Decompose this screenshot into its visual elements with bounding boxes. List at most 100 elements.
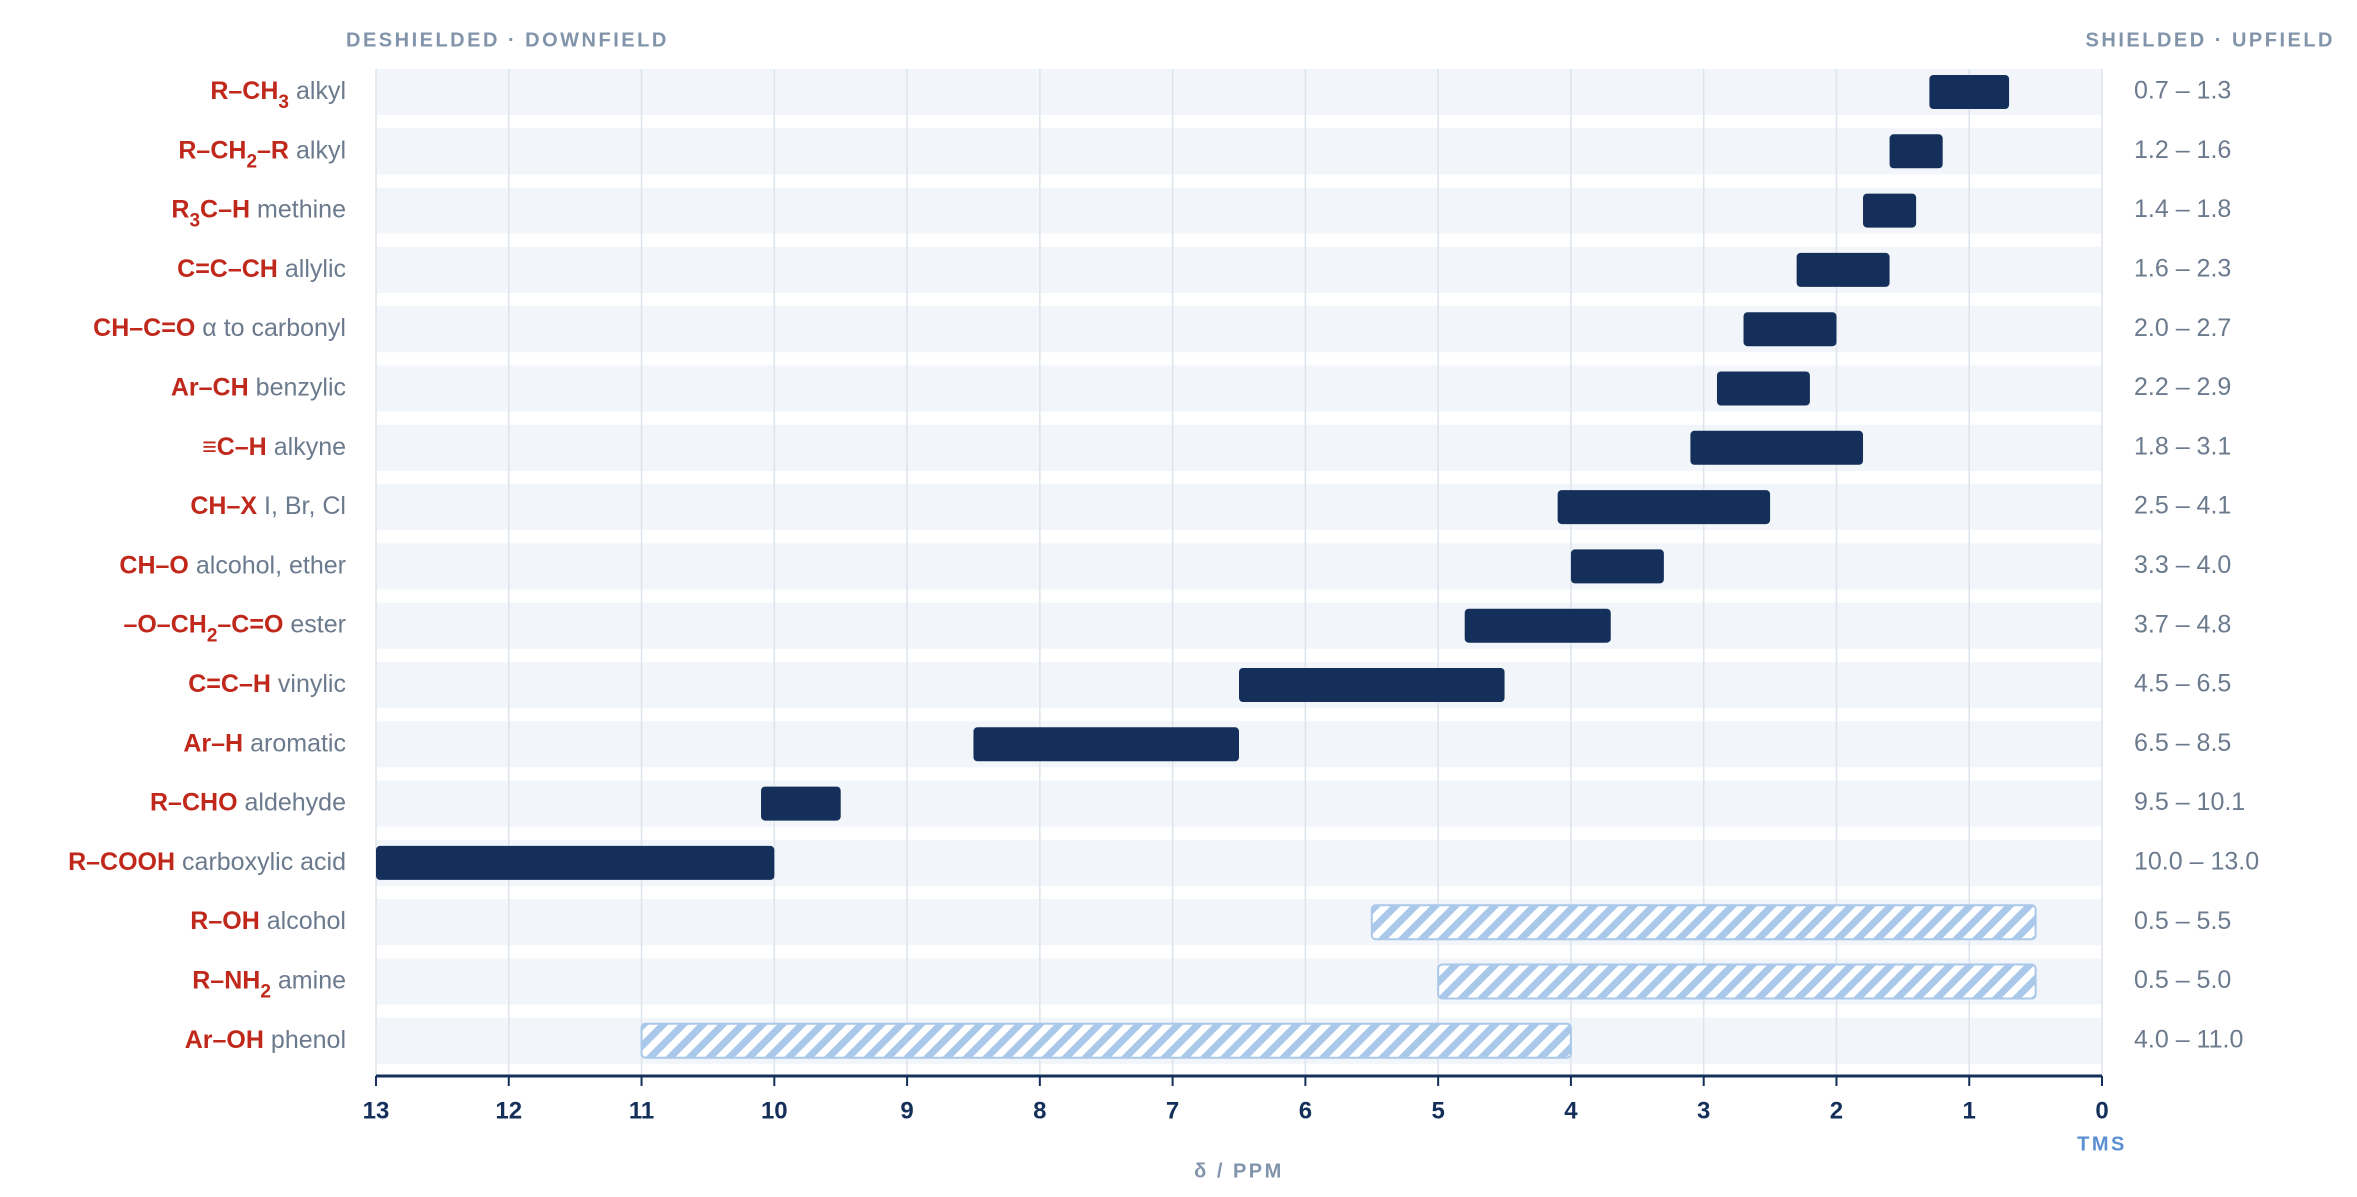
x-tick-label: 3 (1697, 1097, 1710, 1124)
row-label: –O–CH2–C=O ester (123, 610, 346, 646)
row-label: R–OH alcohol (190, 907, 346, 935)
x-tick-label: 13 (363, 1097, 390, 1124)
range-label: 1.8 – 3.1 (2134, 432, 2231, 460)
row-label: Ar–H aromatic (183, 729, 346, 757)
formula-part: 3 (189, 210, 200, 231)
row-label: Ar–CH benzylic (171, 373, 346, 401)
range-bar (1889, 134, 1943, 169)
row-label: R–CH2–R alkyl (178, 136, 346, 172)
x-tick-label: 5 (1431, 1097, 1444, 1124)
formula-part: Ar–OH (185, 1025, 264, 1053)
range-bar (1716, 371, 1810, 406)
description: methine (257, 195, 346, 223)
formula-part: –C=O (217, 610, 283, 638)
row-label: R–CH3 alkyl (210, 77, 346, 113)
range-bar (1239, 668, 1505, 702)
row-label: R3C–H methine (171, 195, 346, 231)
row-label: Ar–OH phenol (185, 1025, 346, 1053)
description: vinylic (278, 670, 346, 698)
row-band (376, 187, 2102, 234)
x-tick-label: 12 (495, 1097, 522, 1124)
range-bar (1557, 490, 1771, 525)
formula-part: C–H (200, 195, 250, 223)
formula-part: R–CH (178, 136, 246, 164)
description: I, Br, Cl (264, 492, 346, 520)
x-tick-label: 6 (1299, 1097, 1312, 1124)
range-bar (1570, 549, 1664, 584)
range-label: 2.0 – 2.7 (2134, 314, 2231, 342)
description: alcohol, ether (196, 551, 346, 579)
upfield-label: SHIELDED · UPFIELD (2086, 29, 2335, 51)
x-tick-label: 10 (761, 1097, 788, 1124)
row-label: C=C–CH allylic (177, 255, 346, 283)
range-label: 0.7 – 1.3 (2134, 77, 2231, 105)
formula-part: CH–C=O (93, 314, 195, 342)
x-tick-label: 0 (2095, 1097, 2108, 1124)
formula-part: CH–O (119, 551, 188, 579)
row-band (376, 543, 2102, 590)
range-bar (1863, 193, 1917, 228)
range-bar (1690, 430, 1864, 465)
formula-part: R–OH (190, 907, 259, 935)
description: alkyl (296, 136, 346, 164)
formula-part: R–COOH (68, 848, 175, 876)
description: aromatic (250, 729, 346, 757)
x-tick-label: 2 (1830, 1097, 1843, 1124)
row-band (376, 602, 2102, 649)
range-label: 4.5 – 6.5 (2134, 670, 2231, 698)
row-label: R–CHO aldehyde (150, 788, 346, 816)
x-tick-label: 7 (1166, 1097, 1179, 1124)
tms-label: TMS (2077, 1133, 2127, 1155)
row-band (376, 484, 2102, 531)
row-label: R–NH2 amine (192, 966, 346, 1002)
range-bar (1796, 252, 1890, 287)
description: amine (278, 966, 346, 994)
x-tick-label: 4 (1564, 1097, 1578, 1124)
row-label: CH–C=O α to carbonyl (93, 314, 346, 342)
formula-part: 2 (260, 981, 271, 1002)
formula-part: 2 (207, 625, 218, 646)
formula-part: ≡C–H (202, 432, 267, 460)
range-label: 1.4 – 1.8 (2134, 195, 2231, 223)
range-label: 3.3 – 4.0 (2134, 551, 2231, 579)
range-label: 0.5 – 5.5 (2134, 907, 2231, 935)
range-label: 3.7 – 4.8 (2134, 610, 2231, 638)
row-label: ≡C–H alkyne (202, 432, 346, 460)
formula-part: Ar–H (183, 729, 243, 757)
row-band (376, 128, 2102, 175)
description: aldehyde (245, 788, 346, 816)
formula-part: R–CHO (150, 788, 238, 816)
row-band (376, 306, 2102, 353)
range-bar (1743, 312, 1837, 347)
formula-part: R (171, 195, 189, 223)
range-label: 1.6 – 2.3 (2134, 255, 2231, 283)
row-band (376, 365, 2102, 412)
range-bar (1464, 608, 1611, 643)
row-label: CH–O alcohol, ether (119, 551, 346, 579)
description: alcohol (267, 907, 346, 935)
description: ester (290, 610, 346, 638)
row-band (376, 69, 2102, 115)
variable-range-bar (1437, 963, 2037, 1000)
range-label: 4.0 – 11.0 (2134, 1025, 2243, 1053)
description: alkyl (296, 77, 346, 105)
formula-part: R–NH (192, 966, 260, 994)
range-bar (1929, 75, 2010, 109)
variable-range-bar (640, 1022, 1572, 1059)
range-bar (376, 845, 775, 880)
formula-part: 3 (278, 92, 289, 113)
range-label: 1.2 – 1.6 (2134, 136, 2231, 164)
description: carboxylic acid (182, 848, 346, 876)
description: alkyne (274, 432, 346, 460)
row-band (376, 780, 2102, 827)
formula-part: –O–CH (123, 610, 206, 638)
formula-part: CH–X (190, 492, 257, 520)
range-label: 2.2 – 2.9 (2134, 373, 2231, 401)
x-tick-label: 1 (1963, 1097, 1976, 1124)
x-tick-label: 8 (1033, 1097, 1046, 1124)
x-axis-title: δ / PPM (1194, 1160, 1284, 1182)
formula-part: 2 (246, 151, 257, 172)
formula-part: C=C–H (188, 670, 271, 698)
range-label: 0.5 – 5.0 (2134, 966, 2231, 994)
description: α to carbonyl (202, 314, 346, 342)
